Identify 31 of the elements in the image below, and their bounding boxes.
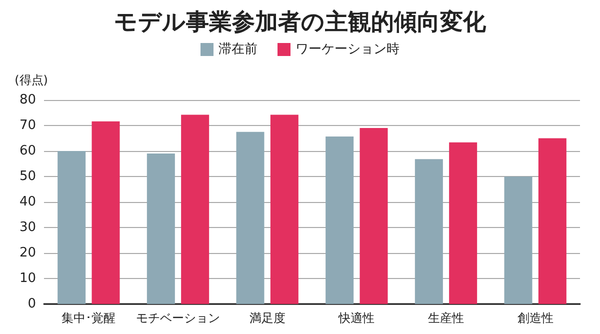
y-tick-label: 20 — [19, 246, 36, 260]
x-tick-label: 快適性 — [338, 311, 375, 325]
bar — [181, 114, 210, 304]
bar — [449, 142, 478, 304]
y-tick-label: 30 — [19, 220, 36, 235]
y-axis-title: (得点) — [14, 73, 48, 87]
x-tick-label: 生産性 — [428, 311, 464, 325]
bar — [504, 176, 532, 304]
bar — [146, 154, 175, 304]
legend-label: 滞在前 — [218, 42, 258, 57]
bar — [360, 128, 388, 304]
bar — [92, 121, 120, 304]
x-tick-label: 満足度 — [249, 311, 286, 325]
bar — [236, 132, 264, 304]
x-tick-label: モチベーション — [136, 311, 220, 325]
y-tick-label: 60 — [19, 144, 36, 158]
y-tick-label: 80 — [19, 92, 36, 108]
y-tick-label: 70 — [19, 118, 36, 133]
y-tick-label: 0 — [28, 296, 36, 312]
bar — [538, 138, 566, 304]
y-tick-label: 50 — [19, 169, 36, 184]
x-tick-label: 創造性 — [517, 311, 554, 325]
x-tick-label: 集中･覚醒 — [62, 311, 116, 325]
legend-label: ワーケーション時 — [296, 42, 400, 57]
y-tick-label: 10 — [19, 271, 36, 286]
bar — [326, 136, 354, 304]
bar — [270, 114, 298, 304]
bar — [58, 151, 86, 304]
bar — [414, 159, 443, 304]
y-tick-label: 40 — [19, 194, 36, 210]
chart-title: モデル事業参加者の主観的傾向変化 — [114, 8, 487, 36]
